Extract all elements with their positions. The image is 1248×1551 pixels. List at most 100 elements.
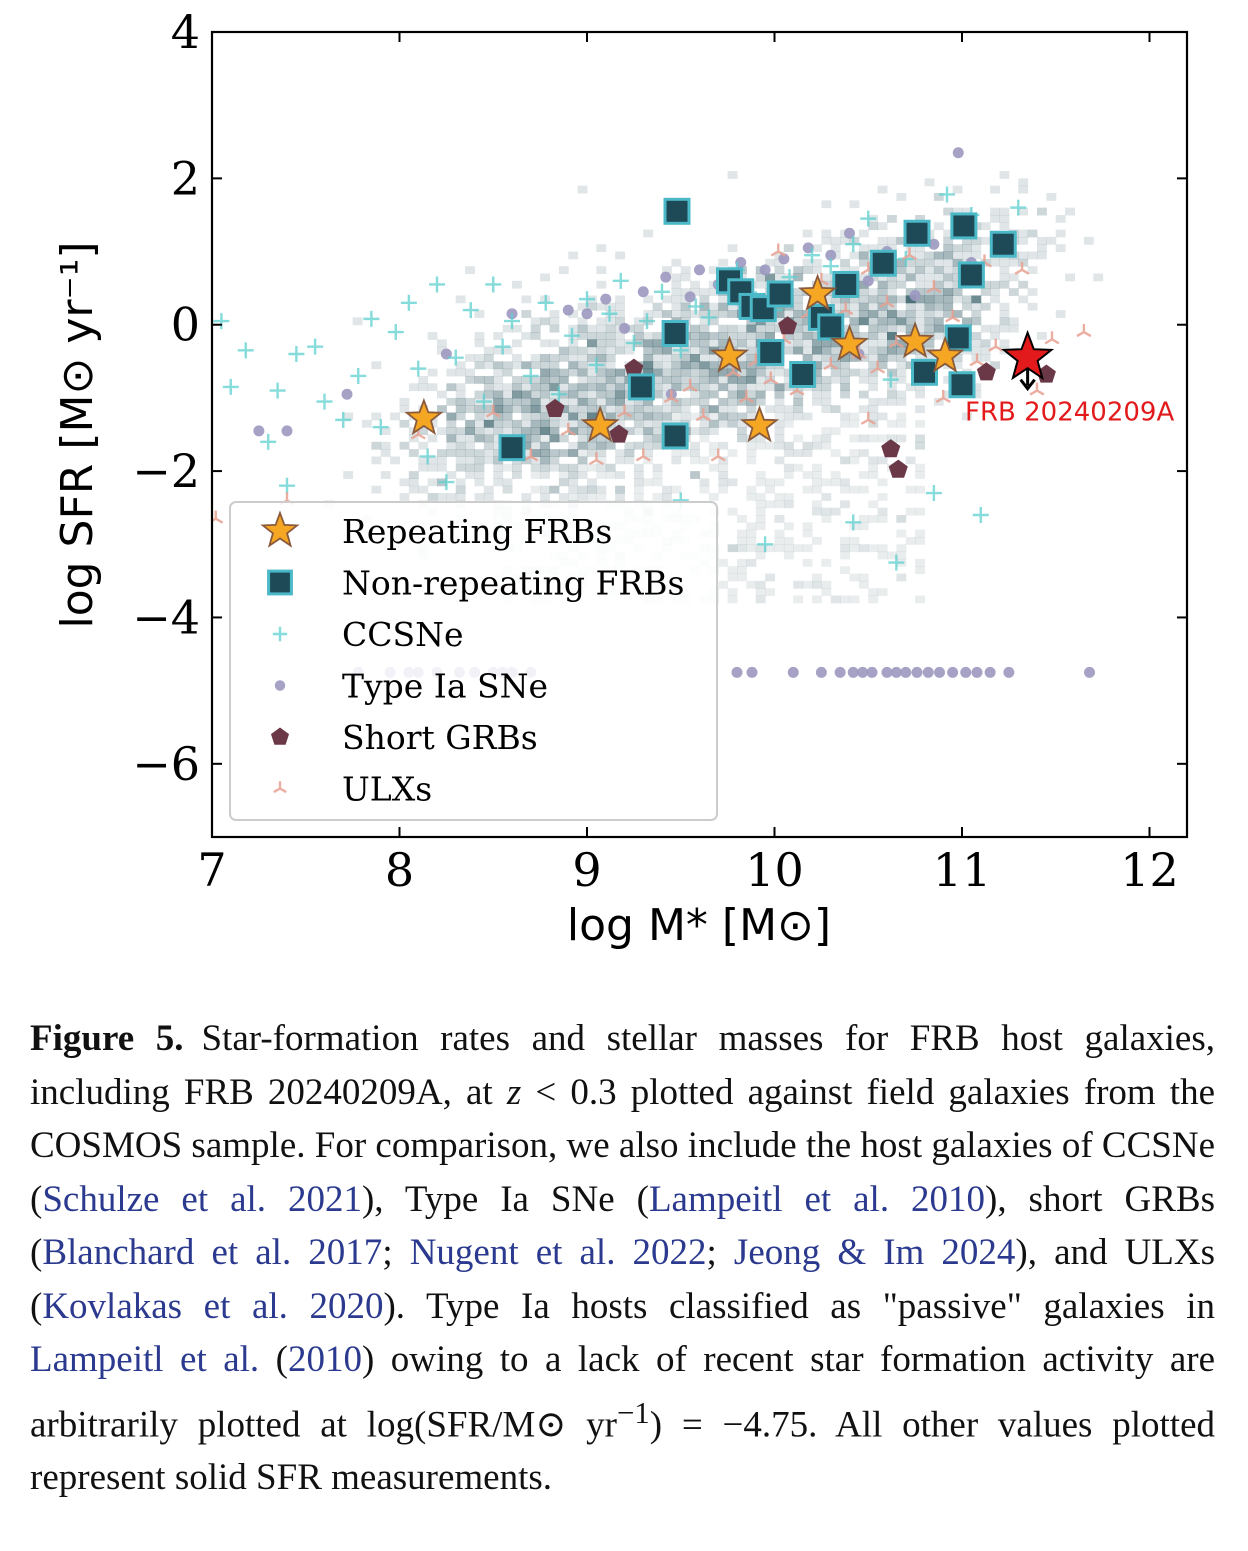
density-cell bbox=[812, 266, 822, 274]
density-cell bbox=[765, 258, 775, 267]
density-cell bbox=[718, 412, 729, 421]
data-point bbox=[588, 356, 605, 373]
density-cell bbox=[718, 310, 729, 318]
density-cell bbox=[558, 405, 569, 414]
density-cell bbox=[474, 456, 485, 465]
citation-link[interactable]: Jeong & Im 2024 bbox=[733, 1232, 1016, 1273]
density-cell bbox=[605, 361, 616, 370]
density-cell bbox=[971, 251, 982, 260]
density-cell bbox=[915, 441, 925, 450]
density-cell bbox=[1093, 273, 1104, 282]
density-cell bbox=[915, 566, 925, 575]
frb-20240209a-star bbox=[1001, 329, 1055, 381]
density-cell bbox=[408, 449, 419, 457]
density-cell bbox=[915, 324, 925, 333]
density-cell bbox=[521, 427, 532, 435]
data-point bbox=[663, 197, 691, 225]
density-cell bbox=[999, 324, 1010, 333]
legend-label: Type Ia SNe bbox=[342, 667, 548, 706]
density-cell bbox=[530, 390, 541, 399]
density-cell bbox=[774, 456, 785, 465]
legend-label: ULXs bbox=[342, 770, 432, 809]
density-cell bbox=[605, 339, 616, 348]
density-cell bbox=[952, 258, 963, 267]
density-cell bbox=[483, 375, 494, 384]
density-cell bbox=[558, 412, 569, 421]
density-cell bbox=[858, 515, 869, 523]
density-cell bbox=[765, 500, 775, 509]
density-cell bbox=[765, 332, 775, 340]
density-cell bbox=[493, 463, 504, 472]
density-cell bbox=[737, 412, 747, 421]
density-cell bbox=[793, 273, 804, 282]
density-cell bbox=[718, 485, 729, 494]
density-cell bbox=[652, 310, 663, 318]
density-cell bbox=[493, 449, 504, 457]
density-cell bbox=[896, 397, 907, 406]
density-cell bbox=[812, 573, 822, 582]
density-cell bbox=[868, 244, 879, 253]
density-cell bbox=[924, 302, 935, 311]
data-point bbox=[960, 666, 972, 678]
density-cell bbox=[521, 310, 532, 318]
citation-link[interactable]: Lampeitl et al. 2010 bbox=[648, 1178, 986, 1220]
density-cell bbox=[380, 427, 391, 435]
data-point bbox=[879, 294, 895, 308]
density-cell bbox=[1027, 266, 1038, 274]
density-cell bbox=[380, 441, 391, 450]
density-cell bbox=[980, 302, 991, 311]
citation-link[interactable]: Schulze et al. 2021 bbox=[42, 1178, 362, 1220]
density-cell bbox=[708, 412, 719, 421]
density-cell bbox=[558, 368, 569, 377]
density-cell bbox=[812, 346, 822, 355]
density-cell bbox=[821, 507, 832, 516]
density-cell bbox=[755, 507, 766, 516]
density-cell bbox=[887, 295, 897, 304]
density-cell bbox=[877, 280, 888, 289]
citation-link[interactable]: Lampeitl et al. bbox=[30, 1339, 260, 1380]
density-cell bbox=[802, 471, 813, 479]
citation-link[interactable]: Blanchard et al. 2017 bbox=[42, 1232, 383, 1273]
density-cell bbox=[877, 346, 888, 355]
density-cell bbox=[905, 536, 916, 545]
density-cell bbox=[408, 471, 419, 479]
density-cell bbox=[521, 383, 532, 392]
density-cell bbox=[493, 332, 504, 340]
data-point bbox=[888, 335, 904, 349]
density-cell bbox=[455, 456, 466, 465]
density-cell bbox=[427, 463, 438, 472]
density-cell bbox=[783, 471, 794, 479]
density-cell bbox=[821, 390, 832, 399]
density-cell bbox=[633, 471, 644, 479]
data-point bbox=[625, 335, 642, 352]
density-cell bbox=[662, 405, 672, 414]
density-cell bbox=[596, 456, 607, 465]
density-cell bbox=[530, 332, 541, 340]
density-cell bbox=[858, 580, 869, 589]
citation-link[interactable]: Nugent et al. 2022 bbox=[409, 1232, 707, 1273]
caption-text: ; bbox=[706, 1232, 734, 1273]
density-cell bbox=[905, 324, 916, 333]
density-cell bbox=[465, 449, 475, 457]
density-cell bbox=[624, 456, 635, 465]
density-cell bbox=[680, 273, 691, 282]
density-cell bbox=[840, 456, 850, 465]
density-cell bbox=[877, 354, 888, 362]
y-tick-label: −4 bbox=[132, 590, 200, 644]
density-cell bbox=[783, 346, 794, 355]
density-cell bbox=[962, 244, 972, 253]
data-point bbox=[971, 666, 983, 678]
density-cell bbox=[849, 302, 860, 311]
density-cell bbox=[446, 441, 457, 450]
density-cell bbox=[746, 332, 757, 340]
density-cell bbox=[671, 405, 682, 414]
density-cell bbox=[765, 478, 775, 487]
density-cell bbox=[858, 339, 869, 348]
citation-link[interactable]: 2010 bbox=[287, 1339, 362, 1380]
density-cell bbox=[633, 324, 644, 333]
density-cell bbox=[540, 368, 550, 377]
density-cell bbox=[877, 507, 888, 516]
legend-item: Non-repeating FRBs bbox=[267, 564, 684, 603]
density-cell bbox=[671, 383, 682, 392]
citation-link[interactable]: Kovlakas et al. 2020 bbox=[42, 1285, 384, 1327]
